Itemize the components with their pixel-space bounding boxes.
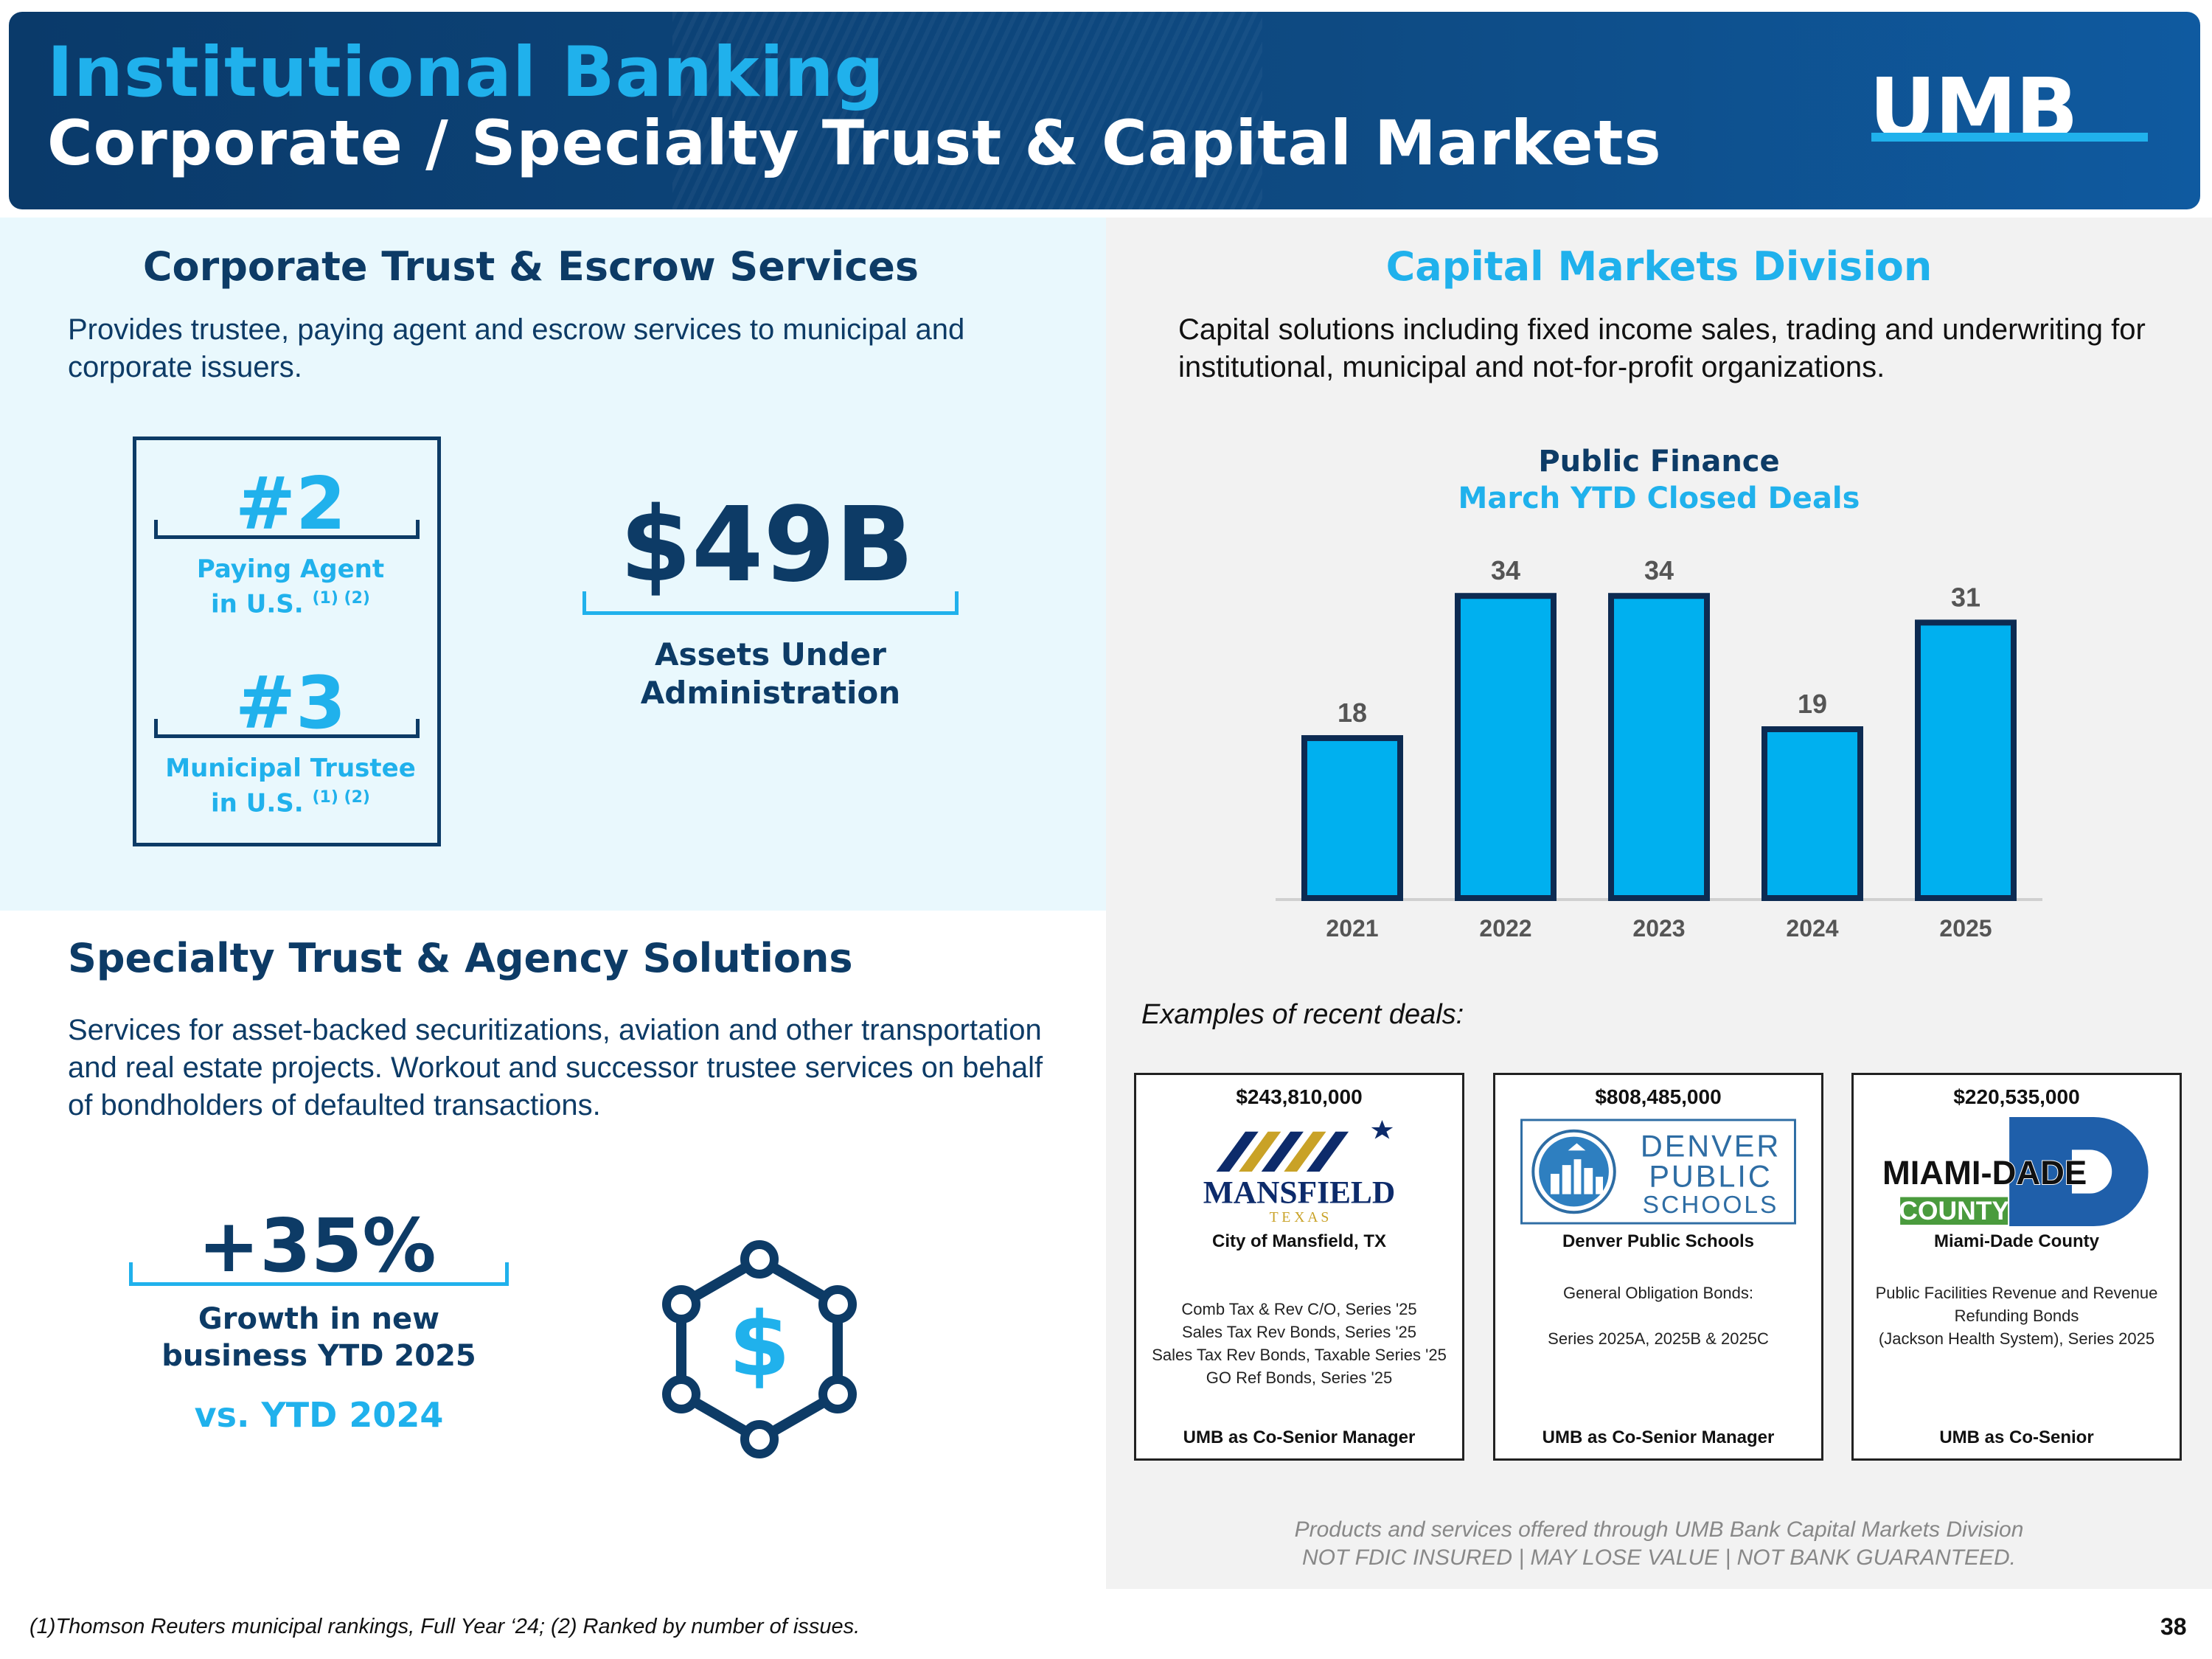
- deal-details: General Obligation Bonds: Series 2025A, …: [1548, 1284, 1769, 1348]
- ranking-municipal-trustee-label: Municipal Trustee in U.S. (1) (2): [165, 754, 416, 818]
- deal-details: Public Facilities Revenue and Revenue Re…: [1875, 1284, 2158, 1348]
- deal-issuer-name: City of Mansfield, TX: [1211, 1231, 1386, 1251]
- specialty-trust-heading: Specialty Trust & Agency Solutions: [68, 935, 853, 981]
- capital-markets-description: Capital solutions including fixed income…: [1178, 313, 2146, 383]
- ranking-paying-agent-label: Paying Agent in U.S. (1) (2): [196, 554, 385, 619]
- growth-label: Growth in new business YTD 2025: [161, 1302, 476, 1373]
- miami-dade-logo-subtext: COUNTY: [1899, 1196, 2009, 1225]
- corporate-trust-heading: Corporate Trust & Escrow Services: [142, 243, 919, 290]
- mansfield-logo-text: MANSFIELD: [1203, 1175, 1395, 1210]
- deal-card-denver: $808,485,000 DENVER PUBLIC SCHOOLS Denve…: [1493, 1073, 1823, 1461]
- growth-comparison: vs. YTD 2024: [194, 1395, 444, 1435]
- chart-subtitle: March YTD Closed Deals: [1458, 481, 1860, 515]
- examples-label: Examples of recent deals:: [1141, 999, 1464, 1030]
- chart-tick-label-2022: 2022: [1479, 915, 1531, 942]
- ranking-paying-agent-number: #2: [234, 462, 347, 546]
- aum-value: $49B: [619, 485, 914, 605]
- deal-role: UMB as Co-Senior Manager: [1542, 1427, 1775, 1447]
- chart-tick-label-2024: 2024: [1786, 915, 1838, 942]
- rankings-box: #2 Paying Agent in U.S. (1) (2) #3 Munic…: [133, 437, 441, 846]
- chart-tick-label-2025: 2025: [1939, 915, 1992, 942]
- denver-logo-line3: SCHOOLS: [1643, 1192, 1779, 1219]
- capital-markets-heading: Capital Markets Division: [1385, 243, 1933, 290]
- miami-dade-logo-text: MIAMI-DADE: [1882, 1154, 2087, 1192]
- chart-bar-2023: [1608, 593, 1710, 901]
- deal-amount: $220,535,000: [1953, 1085, 2080, 1108]
- chart-data-label-2023: 34: [1644, 555, 1674, 585]
- deal-issuer-name: Miami-Dade County: [1933, 1231, 2099, 1251]
- header-banner: [9, 12, 2200, 209]
- deal-issuer-name: Denver Public Schools: [1562, 1231, 1755, 1251]
- chart-tick-label-2021: 2021: [1326, 915, 1378, 942]
- ranking-bracket: [154, 719, 420, 738]
- logo-underline: [1871, 133, 2148, 142]
- dollar-network-icon: $: [662, 1240, 857, 1458]
- chart-data-label-2022: 34: [1491, 555, 1520, 585]
- chart-data-label-2025: 31: [1951, 582, 1980, 612]
- corporate-trust-description: Provides trustee, paying agent and escro…: [68, 313, 965, 383]
- chart-bar-2024: [1761, 726, 1863, 901]
- page-number: 38: [2160, 1613, 2187, 1640]
- miami-dade-logo: MIAMI-DADE COUNTY: [1882, 1117, 2149, 1226]
- deal-role: UMB as Co-Senior Manager: [1183, 1427, 1416, 1447]
- deal-amount: $243,810,000: [1236, 1085, 1363, 1108]
- denver-logo-line2: PUBLIC: [1649, 1159, 1772, 1194]
- deal-card-mansfield: $243,810,000 MANSFIELD T E X A S City of…: [1134, 1073, 1464, 1461]
- aum-label: Assets Under Administration: [640, 636, 901, 711]
- specialty-trust-description: Services for asset-backed securitization…: [68, 1014, 1043, 1121]
- chart-data-label-2021: 18: [1338, 698, 1367, 728]
- page-subtitle: Corporate / Specialty Trust & Capital Ma…: [47, 107, 1662, 179]
- chart-bar-2021: [1301, 735, 1403, 902]
- deal-amount: $808,485,000: [1595, 1085, 1722, 1108]
- deal-details: Comb Tax & Rev C/O, Series '25 Sales Tax…: [1152, 1300, 1447, 1387]
- mansfield-logo-subtext: T E X A S: [1270, 1209, 1329, 1225]
- growth-value: +35%: [198, 1203, 437, 1289]
- denver-public-schools-logo: DENVER PUBLIC SCHOOLS: [1520, 1119, 1796, 1225]
- deal-card-miami-dade: $220,535,000 MIAMI-DADE COUNTY Miami-Dad…: [1851, 1073, 2182, 1461]
- public-finance-bar-chart: 18 2021 34 2022 34 2023 19 2024 31 2025: [1276, 555, 2042, 942]
- deal-role: UMB as Co-Senior: [1939, 1427, 2094, 1447]
- ranking-bracket: [154, 520, 420, 539]
- mansfield-logo: MANSFIELD T E X A S: [1203, 1119, 1395, 1225]
- page-title: Institutional Banking: [47, 32, 885, 113]
- growth-bracket: [129, 1262, 509, 1286]
- disclaimer: Products and services offered through UM…: [1294, 1517, 2024, 1570]
- ranking-municipal-trustee-number: #3: [234, 661, 347, 745]
- aum-bracket: [582, 591, 959, 615]
- chart-bar-2022: [1455, 593, 1557, 901]
- chart-title: Public Finance: [1538, 445, 1780, 479]
- denver-logo-line1: DENVER: [1641, 1128, 1781, 1163]
- chart-bar-2025: [1915, 619, 2017, 902]
- footnote: (1)Thomson Reuters municipal rankings, F…: [29, 1615, 860, 1638]
- svg-text:$: $: [728, 1294, 790, 1397]
- chart-data-label-2024: 19: [1798, 689, 1827, 719]
- corporate-trust-panel: [0, 218, 1106, 911]
- chart-tick-label-2023: 2023: [1632, 915, 1685, 942]
